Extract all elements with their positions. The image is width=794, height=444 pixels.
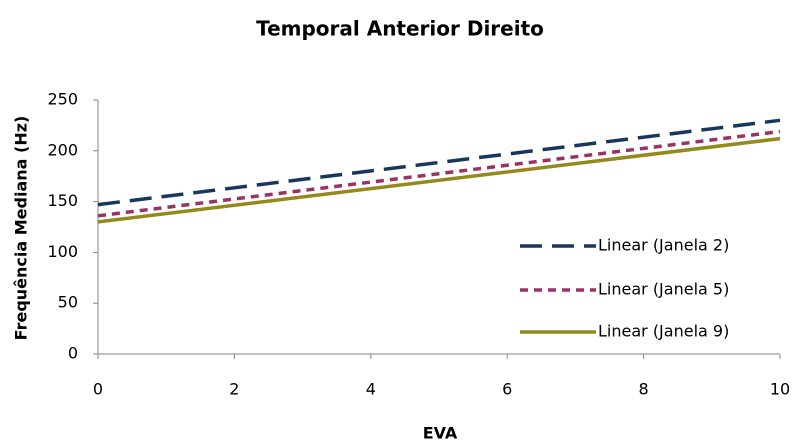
x-tick-label: 6 [502, 380, 512, 399]
x-tick-label: 0 [93, 380, 103, 399]
x-tick-label: 10 [770, 380, 790, 399]
y-tick-label: 250 [47, 90, 78, 109]
y-tick-label: 50 [58, 293, 78, 312]
trend-line [97, 118, 781, 207]
y-axis-title: Frequência Mediana (Hz) [12, 116, 31, 341]
chart-title: Temporal Anterior Direito [256, 17, 544, 41]
x-axis-title: EVA [423, 424, 458, 443]
y-tick-label: 100 [47, 242, 78, 261]
y-tick-label: 150 [47, 191, 78, 210]
x-tick-label: 4 [366, 380, 376, 399]
legend-label: Linear (Janela 2) [598, 236, 729, 255]
legend-label: Linear (Janela 5) [598, 280, 729, 299]
x-tick-label: 2 [229, 380, 239, 399]
trend-line [97, 136, 781, 224]
y-tick-label: 200 [47, 140, 78, 159]
trend-line [97, 129, 781, 218]
legend-label: Linear (Janela 9) [598, 322, 729, 341]
x-tick-label: 8 [639, 380, 649, 399]
y-tick-label: 0 [68, 344, 78, 363]
